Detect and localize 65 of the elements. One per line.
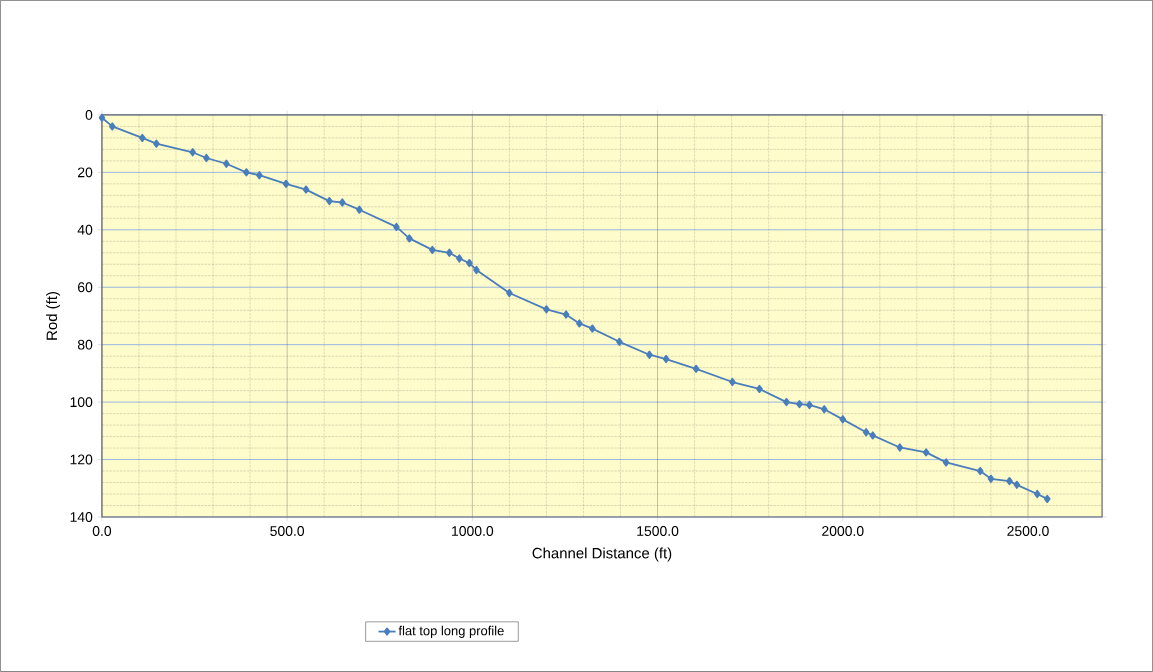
x-tick-label: 500.0: [270, 526, 305, 537]
point: [862, 428, 870, 437]
point: [1006, 477, 1013, 486]
y-tick-label: 140: [70, 512, 93, 522]
point: [896, 443, 904, 452]
point: [589, 324, 596, 333]
x-tick-label: 2500.0: [1007, 526, 1049, 537]
point: [646, 350, 653, 359]
point: [356, 205, 363, 214]
point: [839, 415, 847, 424]
point: [942, 458, 950, 467]
point: [1043, 494, 1051, 504]
point: [820, 405, 828, 414]
y-tick-label: 40: [77, 224, 93, 235]
point: [796, 400, 803, 409]
y-tick-label: 0: [85, 110, 93, 120]
point: [203, 153, 210, 163]
point: [976, 466, 984, 476]
point: [446, 248, 453, 257]
x-tick-label: 1000.0: [452, 526, 494, 537]
point: [429, 245, 436, 255]
point: [729, 377, 736, 387]
point: [987, 474, 995, 483]
point: [1013, 480, 1021, 489]
point: [456, 254, 463, 263]
y-tick-label: 60: [78, 282, 93, 293]
y-tick-label: 120: [70, 454, 93, 465]
point: [576, 319, 583, 328]
point: [256, 171, 263, 180]
point: [223, 159, 230, 168]
point: [139, 133, 146, 143]
point: [616, 337, 623, 346]
point: [662, 354, 670, 364]
point: [692, 364, 700, 373]
point: [806, 400, 813, 410]
point: [302, 185, 310, 194]
y-tick-label: 80: [77, 339, 93, 350]
point: [466, 259, 473, 268]
point: [473, 265, 480, 275]
point: [326, 197, 333, 206]
point: [1033, 489, 1041, 499]
legend-label: flat top long profile: [398, 625, 504, 638]
point: [562, 310, 570, 319]
x-tick-label: 0.0: [92, 526, 112, 537]
point: [243, 168, 250, 177]
point: [282, 179, 290, 188]
x-tick-label: 2000.0: [822, 526, 864, 537]
y-tick-label: 20: [78, 167, 93, 178]
point: [339, 198, 346, 207]
y-tick-label: 100: [70, 397, 93, 408]
point: [406, 234, 413, 243]
point: [869, 431, 877, 440]
point: [756, 384, 763, 394]
point: [153, 139, 160, 148]
point: [98, 113, 106, 122]
point: [543, 305, 550, 314]
y-axis-title: Rod (ft): [46, 292, 61, 340]
x-tick-label: 1500.0: [637, 526, 679, 537]
point: [189, 148, 196, 157]
point: [506, 288, 513, 298]
x-axis-title: Channel Distance (ft): [532, 547, 672, 562]
point: [393, 222, 400, 232]
point: [922, 448, 930, 457]
point: [783, 398, 790, 407]
point: [109, 122, 116, 131]
